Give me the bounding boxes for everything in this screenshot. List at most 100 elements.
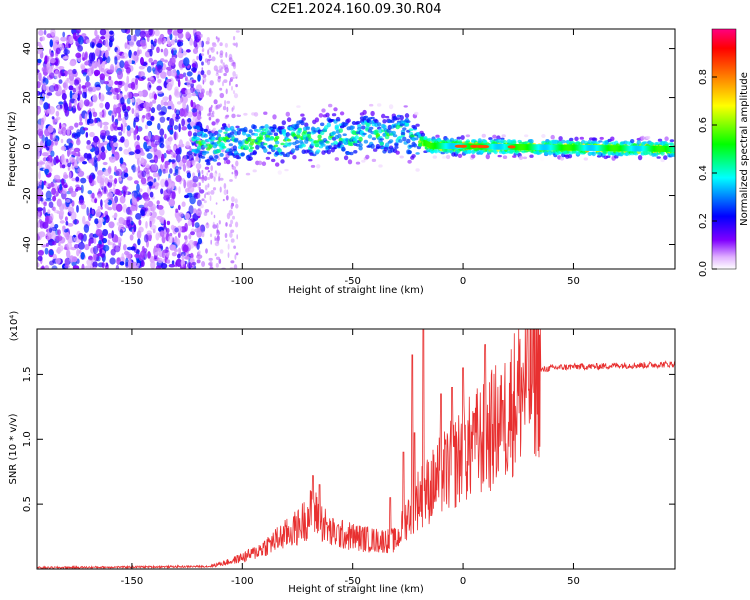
spectrogram-cell — [638, 145, 641, 152]
spectrogram-cell — [174, 248, 178, 253]
spectrogram-cell — [224, 99, 227, 107]
spectrogram-cell — [354, 135, 359, 140]
spectrogram-cell — [148, 57, 153, 63]
spectrogram-cell — [47, 229, 54, 238]
spectrogram-cell — [167, 29, 172, 35]
spectrogram-cell — [225, 88, 228, 95]
spectrogram-cell — [636, 145, 638, 152]
spectrogram-cell — [617, 145, 620, 152]
spectrogram-cell — [660, 150, 665, 156]
spectrogram-cell — [216, 51, 219, 55]
spectrogram-cell — [233, 36, 236, 41]
spectrogram-cell — [439, 143, 442, 149]
spectrogram-cell — [433, 148, 439, 154]
spectrogram-cell — [201, 40, 204, 48]
spectrogram-cell — [185, 159, 191, 169]
spectrogram-cell — [114, 195, 119, 203]
spectrogram-cell — [312, 127, 317, 131]
spectrogram-cell — [613, 145, 615, 152]
y-tick-label: -40 — [22, 236, 33, 252]
spectrogram-cell — [146, 153, 153, 160]
spectrogram-cell — [43, 102, 49, 111]
spectrogram-cell — [87, 190, 93, 195]
spectrogram-cell — [73, 99, 78, 107]
spectrogram-cell — [134, 253, 141, 258]
spectrogram-cell — [534, 144, 537, 151]
spectrogram-cell — [195, 163, 202, 170]
spectrogram-cell — [207, 191, 211, 196]
spectrogram-cell — [187, 262, 193, 269]
spectrogram-cell — [252, 169, 257, 173]
spectrogram-cell — [575, 144, 578, 151]
spectrogram-cell — [195, 209, 202, 217]
spectrogram-cell — [598, 145, 601, 151]
spectrogram-cell — [92, 111, 98, 118]
spectrogram-cell — [208, 107, 211, 113]
spectrogram-cell — [115, 264, 120, 269]
spectrogram-cell — [188, 205, 194, 215]
spectrogram-cell — [69, 255, 75, 263]
spectrogram-cell — [157, 37, 163, 45]
spectrogram-cell — [165, 169, 168, 174]
spectrogram-cell — [128, 261, 134, 269]
spectrogram-cell — [640, 145, 643, 152]
spectrogram-cell — [144, 210, 152, 217]
spectrogram-cell — [192, 132, 198, 137]
spectrogram-cell — [187, 130, 192, 137]
spectrogram-cell — [149, 220, 152, 228]
spectrogram-cell — [100, 151, 106, 161]
spectrogram-cell — [603, 145, 605, 152]
spectrogram-cell — [248, 156, 253, 161]
spectrogram-cell — [78, 83, 82, 91]
spectrogram-cell — [488, 137, 493, 141]
y-tick-label: 0 — [22, 143, 33, 149]
spectrogram-cell — [234, 173, 238, 179]
spectrogram-cell — [159, 142, 162, 148]
spectrogram-cell — [275, 135, 280, 140]
spectrogram-cell — [92, 135, 99, 143]
spectrogram-cell — [450, 143, 453, 150]
spectrogram-cell — [204, 58, 209, 63]
snr-scale-label: (x10⁴) — [9, 311, 20, 342]
spectrogram-cell — [394, 142, 399, 146]
spectrogram-cell — [196, 259, 201, 264]
spectrogram-cell — [206, 222, 209, 226]
spectrogram-cell — [210, 190, 215, 195]
spectrogram-cell — [235, 160, 239, 167]
spectrogram-cell — [234, 254, 237, 260]
spectrogram-cell — [216, 104, 221, 109]
spectrogram-cell — [191, 67, 197, 72]
spectrogram-cell — [616, 145, 619, 152]
spectrogram-cell — [73, 153, 79, 157]
spectrogram-cell — [221, 66, 224, 70]
spectrogram-cell — [363, 139, 369, 144]
spectrogram-cell — [140, 39, 147, 47]
spectrogram-cell — [243, 126, 248, 132]
spectrogram-cell — [519, 144, 521, 150]
spectrogram-cell — [159, 230, 165, 237]
spectrogram-cell — [587, 145, 590, 151]
spectrogram-cell — [235, 252, 239, 256]
spectrogram-cell — [128, 151, 135, 156]
spectrogram-cell — [228, 53, 233, 61]
spectrogram-cell — [75, 84, 79, 93]
spectrogram-cell — [186, 79, 191, 88]
spectrogram-cell — [641, 145, 644, 152]
spectrogram-cell — [159, 243, 163, 249]
spectrogram-cell — [505, 143, 507, 150]
spectrogram-cell — [367, 134, 373, 139]
spectrogram-cell — [215, 73, 219, 77]
spectrogram-cell — [182, 244, 189, 253]
spectrogram-cell — [109, 135, 115, 142]
spectrogram-cell — [145, 112, 152, 120]
spectrogram-cell — [248, 148, 253, 153]
spectrogram-cell — [528, 144, 530, 151]
spectrogram-cell — [196, 169, 200, 173]
spectrogram-cell — [549, 144, 551, 151]
spectrogram-cell — [580, 144, 582, 151]
spectrogram-cell — [312, 153, 317, 157]
spectrogram-cell — [138, 254, 143, 261]
spectrogram-cell — [150, 107, 156, 114]
spectrogram-cell — [226, 106, 229, 112]
spectrogram-cell — [201, 179, 205, 183]
